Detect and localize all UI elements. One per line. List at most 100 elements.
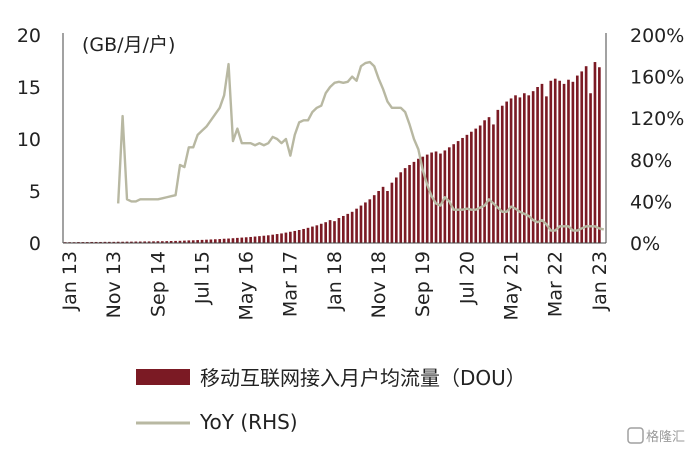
dou-bar-2021-11 bbox=[531, 91, 535, 243]
dou-bar-2021-02 bbox=[492, 124, 495, 243]
dou-bar-2016-03 bbox=[231, 238, 235, 243]
dou-bar-2016-06 bbox=[244, 237, 248, 243]
dou-bar-2016-05 bbox=[240, 237, 244, 243]
dou-bar-2015-07 bbox=[196, 240, 199, 243]
dou-bar-2013-07 bbox=[90, 241, 94, 243]
dou-bar-2021-07 bbox=[514, 95, 517, 243]
x-tick-label: Sep 19 bbox=[412, 251, 434, 317]
dou-bar-2019-07 bbox=[408, 165, 411, 243]
dou-bar-2016-07 bbox=[249, 236, 252, 243]
left-tick-label: 20 bbox=[17, 25, 41, 47]
legend-swatch-dou bbox=[136, 369, 190, 385]
dou-bar-2015-04 bbox=[183, 240, 186, 243]
dou-bar-2017-10 bbox=[315, 225, 319, 243]
dou-bar-2022-02 bbox=[545, 96, 548, 243]
dou-bar-2022-08 bbox=[571, 81, 575, 243]
dou-bar-2022-05 bbox=[558, 80, 561, 243]
dou-bar-2015-10 bbox=[209, 239, 213, 243]
dou-bar-2014-02 bbox=[121, 241, 124, 243]
x-tick-label: Sep 14 bbox=[147, 251, 169, 317]
dou-bar-2021-01 bbox=[487, 117, 491, 243]
dou-bar-2022-03 bbox=[549, 80, 553, 243]
dou-bar-2015-05 bbox=[187, 240, 191, 243]
dou-bar-2017-06 bbox=[297, 230, 301, 243]
dou-bar-2020-08 bbox=[465, 134, 469, 243]
dou-bar-2022-11 bbox=[584, 66, 588, 243]
dou-bar-2014-06 bbox=[138, 241, 142, 243]
dou-bar-2021-08 bbox=[518, 97, 522, 244]
dou-bar-2016-01 bbox=[222, 238, 226, 243]
dou-bar-2019-05 bbox=[399, 172, 403, 243]
dou-bars bbox=[63, 62, 601, 244]
dou-bar-2020-02 bbox=[439, 153, 442, 243]
dou-bar-2014-08 bbox=[147, 241, 151, 243]
dou-bar-2020-01 bbox=[434, 151, 438, 243]
dou-bar-2018-04 bbox=[342, 215, 345, 243]
unit-label: (GB/月/户) bbox=[82, 34, 175, 56]
dou-bar-2015-03 bbox=[178, 240, 182, 243]
dou-bar-2017-09 bbox=[311, 226, 314, 243]
dou-bar-2014-10 bbox=[156, 241, 160, 243]
dou-bar-2016-04 bbox=[236, 237, 239, 243]
legend-label-dou: 移动互联网接入月户均流量（DOU） bbox=[200, 366, 526, 390]
dou-bar-2016-12 bbox=[271, 234, 275, 243]
dou-bar-2018-06 bbox=[350, 211, 354, 243]
right-tick-label: 0% bbox=[630, 233, 660, 255]
x-tick-label: Nov 13 bbox=[103, 251, 125, 318]
dou-bar-2013-08 bbox=[94, 241, 98, 243]
dou-bar-2021-10 bbox=[527, 95, 531, 243]
dou-bar-2020-04 bbox=[447, 147, 451, 243]
dou-bar-2020-12 bbox=[483, 120, 486, 243]
dou-bar-2021-06 bbox=[509, 98, 513, 243]
dou-bar-2017-01 bbox=[275, 234, 279, 243]
x-tick-label: Jan 13 bbox=[59, 251, 81, 312]
dou-bar-2022-06 bbox=[562, 83, 566, 243]
dou-bar-2022-12 bbox=[589, 93, 592, 244]
dou-bar-2019-03 bbox=[390, 182, 394, 243]
dou-bar-2017-08 bbox=[306, 227, 310, 243]
dou-bar-2016-02 bbox=[227, 238, 230, 243]
dou-bar-2015-08 bbox=[200, 239, 204, 243]
dou-bar-2018-07 bbox=[355, 208, 358, 243]
dou-bar-2022-10 bbox=[580, 71, 584, 244]
dou-bar-2020-09 bbox=[470, 131, 473, 243]
dou-bar-2017-11 bbox=[319, 223, 323, 243]
dou-bar-2014-01 bbox=[116, 241, 120, 243]
x-tick-label: Mar 22 bbox=[545, 251, 567, 317]
yoy-line-layer bbox=[116, 60, 605, 232]
dou-bar-2014-05 bbox=[134, 241, 138, 243]
x-tick-label: Jul 20 bbox=[456, 251, 478, 305]
left-tick-label: 10 bbox=[17, 129, 41, 151]
dou-bar-2015-01 bbox=[169, 241, 173, 243]
dou-bar-2020-11 bbox=[478, 125, 482, 243]
dou-bar-2019-09 bbox=[417, 158, 420, 243]
dou-bar-2019-04 bbox=[394, 177, 398, 243]
watermark: 格隆汇 bbox=[627, 427, 685, 445]
dou-bar-2016-10 bbox=[262, 235, 266, 243]
x-tick-label: Nov 18 bbox=[368, 251, 390, 318]
dou-bar-2015-09 bbox=[205, 239, 208, 243]
left-axis-ticks: 0 5 10 15 20 bbox=[17, 25, 41, 255]
watermark-text: 格隆汇 bbox=[646, 429, 685, 445]
dou-bar-2020-07 bbox=[461, 137, 464, 243]
dou-bar-2019-10 bbox=[421, 156, 425, 243]
right-tick-label: 160% bbox=[630, 67, 684, 89]
dou-bar-2016-08 bbox=[253, 236, 257, 243]
x-tick-label: May 21 bbox=[501, 251, 523, 321]
x-tick-label: Jan 18 bbox=[324, 251, 346, 312]
dou-bar-2015-11 bbox=[213, 239, 217, 243]
dou-bar-2021-04 bbox=[500, 105, 504, 243]
right-tick-label: 120% bbox=[630, 108, 684, 130]
dou-bar-2018-09 bbox=[364, 202, 367, 243]
dou-bar-2013-09 bbox=[99, 241, 102, 243]
dou-bar-2019-02 bbox=[386, 191, 389, 243]
x-tick-label: Jan 23 bbox=[589, 251, 611, 312]
dou-bar-2018-05 bbox=[346, 213, 350, 243]
dou-bar-2020-06 bbox=[456, 141, 460, 243]
right-tick-label: 80% bbox=[630, 150, 672, 172]
x-tick-label: Jul 15 bbox=[191, 251, 213, 305]
dou-bar-2021-05 bbox=[505, 101, 508, 243]
dou-bar-2014-09 bbox=[152, 241, 155, 243]
dou-bar-2018-10 bbox=[368, 199, 372, 243]
